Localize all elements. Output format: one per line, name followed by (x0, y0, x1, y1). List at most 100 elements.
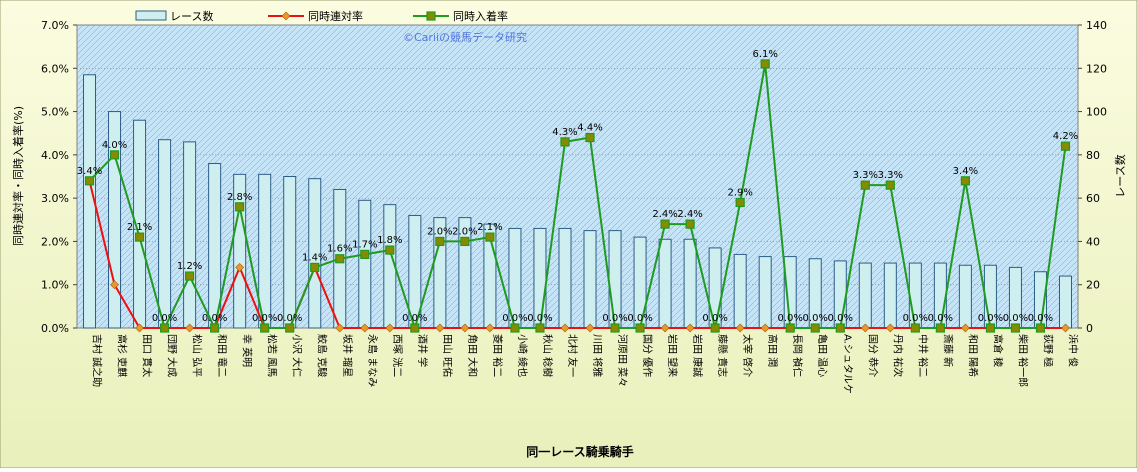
data-label: 2.0% (452, 226, 477, 237)
copyright-label: ©Cariiの競馬データ研究 (403, 30, 527, 44)
race-count-bar (858, 262, 872, 329)
nyuchaku-rate-marker (285, 323, 295, 333)
right-tick-label: 120 (1086, 62, 1107, 75)
data-label: 0.0% (152, 313, 177, 324)
nyuchaku-rate-marker (385, 245, 395, 255)
left-tick-label: 4.0% (41, 149, 69, 162)
x-axis-title: 同一レース騎乗騎手 (526, 444, 633, 459)
category-label: 和田 竜二 (216, 334, 229, 377)
data-label: 0.0% (602, 313, 627, 324)
data-label: 4.2% (1053, 131, 1078, 142)
category-label: 坂井 瑠星 (341, 334, 354, 377)
legend-swatch-race-count (135, 10, 167, 21)
left-tick-label: 3.0% (41, 192, 69, 205)
rentai-rate-marker (885, 323, 895, 333)
rentai-rate-marker (435, 323, 445, 333)
race-count-bar (758, 256, 772, 329)
race-count-bar (558, 227, 572, 329)
nyuchaku-rate-marker (1010, 323, 1021, 333)
nyuchaku-rate-marker (585, 132, 595, 143)
data-label: 0.0% (252, 313, 277, 324)
category-label: 丹内 祐次 (891, 334, 904, 377)
nyuchaku-rate-marker (134, 232, 145, 242)
rentai-rate-marker (185, 323, 195, 333)
nyuchaku-rate-marker (360, 249, 370, 260)
nyuchaku-rate-marker (109, 150, 120, 160)
category-label: 岩田 望来 (666, 334, 679, 377)
left-tick-label: 5.0% (41, 106, 69, 119)
nyuchaku-rate-marker (760, 59, 770, 69)
data-label: 0.0% (803, 313, 828, 324)
nyuchaku-rate-marker (835, 323, 845, 333)
category-label: 国分 恭介 (866, 334, 878, 377)
left-tick-label: 7.0% (41, 19, 69, 32)
rentai-rate-marker (360, 323, 370, 333)
data-label: 2.9% (727, 187, 752, 198)
nyuchaku-rate-marker (335, 254, 345, 264)
nyuchaku-rate-marker (310, 262, 320, 272)
rentai-rate-marker (385, 323, 395, 333)
data-label: 0.0% (928, 313, 953, 324)
category-label: 斎藤 新 (941, 334, 954, 367)
category-label: 小沢 大仁 (291, 334, 304, 377)
category-label: 鮫島 克駿 (316, 334, 329, 377)
data-label: 1.2% (177, 261, 202, 272)
data-label: 2.8% (227, 192, 252, 203)
nyuchaku-rate-marker (560, 137, 570, 147)
rentai-rate-marker (235, 262, 245, 272)
left-tick-label: 0.0% (41, 322, 69, 335)
rentai-rate-marker (960, 323, 970, 333)
category-label: 藤懸 貴志 (716, 334, 729, 377)
category-label: 柴田 裕一郎 (1016, 334, 1029, 387)
nyuchaku-rate-marker (785, 323, 795, 333)
category-label: A.シュタルケ (841, 334, 853, 394)
race-count-bar (233, 173, 247, 329)
nyuchaku-rate-marker (710, 323, 720, 333)
category-label: 高倉 稜 (991, 334, 1004, 367)
left-tick-label: 6.0% (41, 62, 69, 75)
rentai-rate-marker (560, 323, 570, 333)
data-label: 0.0% (527, 313, 552, 324)
category-label: 田山 旺佑 (441, 334, 454, 377)
race-count-bar (1058, 275, 1072, 329)
nyuchaku-rate-marker (1060, 141, 1071, 151)
left-tick-label: 1.0% (41, 279, 69, 292)
category-label: 菱田 裕二 (491, 334, 504, 377)
category-label: 和田 陽希 (966, 334, 979, 377)
nyuchaku-rate-marker (635, 323, 645, 333)
category-label: 河原田 菜々 (616, 334, 628, 387)
data-label: 4.4% (577, 123, 602, 134)
category-label: 団野 大成 (166, 334, 179, 377)
rentai-rate-marker (760, 323, 770, 333)
data-label: 0.0% (202, 313, 227, 324)
data-label: 0.0% (702, 313, 727, 324)
nyuchaku-rate-marker (810, 323, 820, 333)
data-label: 2.4% (677, 209, 702, 220)
right-tick-label: 140 (1086, 19, 1107, 32)
race-count-bar (658, 238, 672, 329)
data-label: 0.0% (1028, 313, 1053, 324)
nyuchaku-rate-marker (910, 323, 920, 333)
data-label: 6.1% (752, 49, 777, 60)
data-label: 3.4% (77, 166, 102, 177)
data-label: 4.3% (552, 127, 577, 138)
nyuchaku-rate-marker (510, 323, 520, 333)
nyuchaku-rate-marker (1035, 323, 1046, 333)
right-tick-label: 80 (1086, 149, 1100, 162)
nyuchaku-rate-marker (735, 197, 745, 208)
category-label: 北村 友一 (566, 334, 579, 377)
right-tick-label: 0 (1086, 322, 1093, 335)
category-label: 高田 潤 (766, 334, 779, 367)
race-count-bar (883, 262, 897, 329)
nyuchaku-rate-marker (610, 323, 620, 333)
rentai-rate-marker (460, 323, 470, 333)
category-label: 西塚 洸二 (391, 334, 404, 377)
rentai-rate-marker (685, 323, 695, 333)
data-label: 0.0% (502, 313, 527, 324)
nyuchaku-rate-marker (435, 236, 445, 247)
race-count-bar (733, 253, 747, 329)
category-label: 高杉 吏麒 (116, 334, 129, 377)
nyuchaku-rate-marker (935, 323, 945, 333)
